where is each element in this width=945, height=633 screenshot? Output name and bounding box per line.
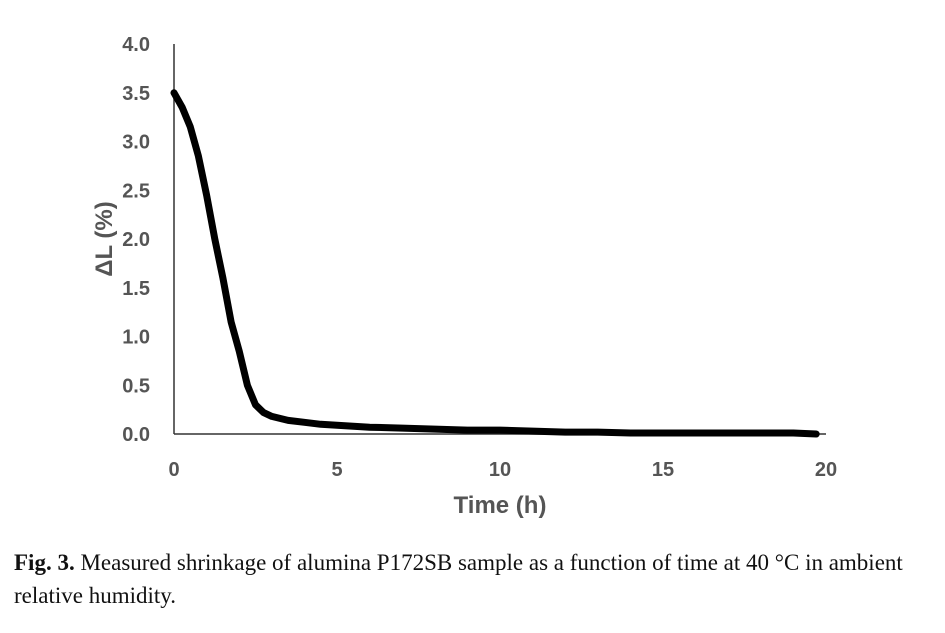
x-tick-label: 0 [168, 459, 179, 481]
y-axis-title: ΔL (%) [91, 201, 118, 276]
x-tick-label: 20 [815, 459, 837, 481]
y-tick-label: 3.0 [122, 132, 150, 154]
x-axis-ticks: 0 5 10 15 20 [168, 459, 837, 481]
y-axis-ticks: 0.0 0.5 1.0 1.5 2.0 2.5 3.0 3.5 4.0 [122, 34, 150, 446]
x-tick-label: 5 [331, 459, 342, 481]
figure: 0.0 0.5 1.0 1.5 2.0 2.5 3.0 3.5 4.0 0 5 10 15 20 Tim… [0, 0, 945, 633]
y-tick-label: 4.0 [122, 34, 150, 56]
y-tick-label: 3.5 [122, 83, 150, 105]
shrinkage-chart: 0.0 0.5 1.0 1.5 2.0 2.5 3.0 3.5 4.0 0 5 10 15 20 Tim… [0, 0, 945, 540]
x-axis-title: Time (h) [454, 492, 547, 519]
x-tick-label: 10 [489, 459, 511, 481]
y-tick-label: 2.5 [122, 180, 150, 202]
caption-text: Measured shrinkage of alumina P172SB sam… [14, 550, 903, 608]
caption-label: Fig. 3. [14, 550, 75, 575]
y-tick-label: 0.0 [122, 424, 150, 446]
figure-caption: Fig. 3. Measured shrinkage of alumina P1… [14, 546, 934, 612]
y-tick-label: 2.0 [122, 229, 150, 251]
y-tick-label: 1.0 [122, 327, 150, 349]
y-tick-label: 0.5 [122, 375, 150, 397]
x-tick-label: 15 [652, 459, 674, 481]
y-tick-label: 1.5 [122, 278, 150, 300]
shrinkage-series-line [174, 93, 816, 434]
